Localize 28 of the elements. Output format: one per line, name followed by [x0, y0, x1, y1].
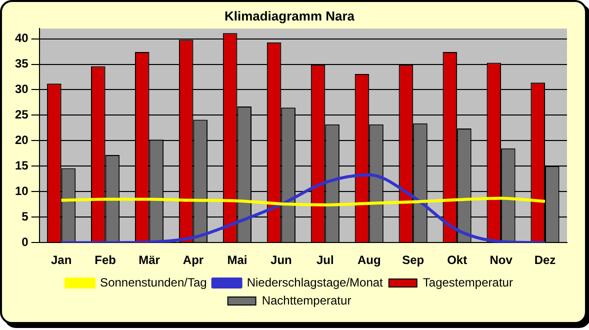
y-tick-label: 25	[14, 108, 29, 122]
x-tick-label: Jan	[50, 253, 72, 268]
x-tick-label: Nov	[490, 253, 513, 268]
line-series	[60, 196, 547, 206]
x-tick-label: Okt	[447, 253, 468, 268]
x-tick-label: Apr	[182, 253, 204, 268]
y-tick-label: 35	[14, 56, 29, 71]
y-tick-label: 30	[14, 82, 29, 96]
x-tick-label: Mai	[227, 253, 248, 268]
y-tick-label: 15	[14, 158, 29, 172]
x-tick-label: Feb	[94, 253, 116, 268]
legend-label: Sonnenstunden/Tag	[100, 275, 207, 290]
y-tick-label: 0	[22, 234, 29, 249]
x-tick-label: Jul	[316, 253, 334, 268]
x-tick-label: Aug	[357, 253, 381, 268]
chart-title: Klimadiagramm Nara	[224, 8, 356, 24]
legend-label: Niederschlagstage/Monat	[246, 275, 384, 290]
y-tick-label: 40	[14, 31, 29, 46]
line-series	[60, 173, 547, 243]
y-tick-label: 10	[14, 184, 29, 198]
y-tick-label: 20	[14, 133, 29, 148]
x-tick-label: Jun	[270, 253, 292, 268]
x-tick-label: Sep	[402, 253, 424, 268]
x-tick-label: Dez	[534, 253, 556, 268]
legend-label: Nachttemperatur	[262, 293, 352, 308]
legend-label: Tagestemperatur	[422, 275, 513, 290]
x-tick-label: Mär	[138, 253, 160, 268]
y-tick-label: 5	[22, 209, 29, 224]
